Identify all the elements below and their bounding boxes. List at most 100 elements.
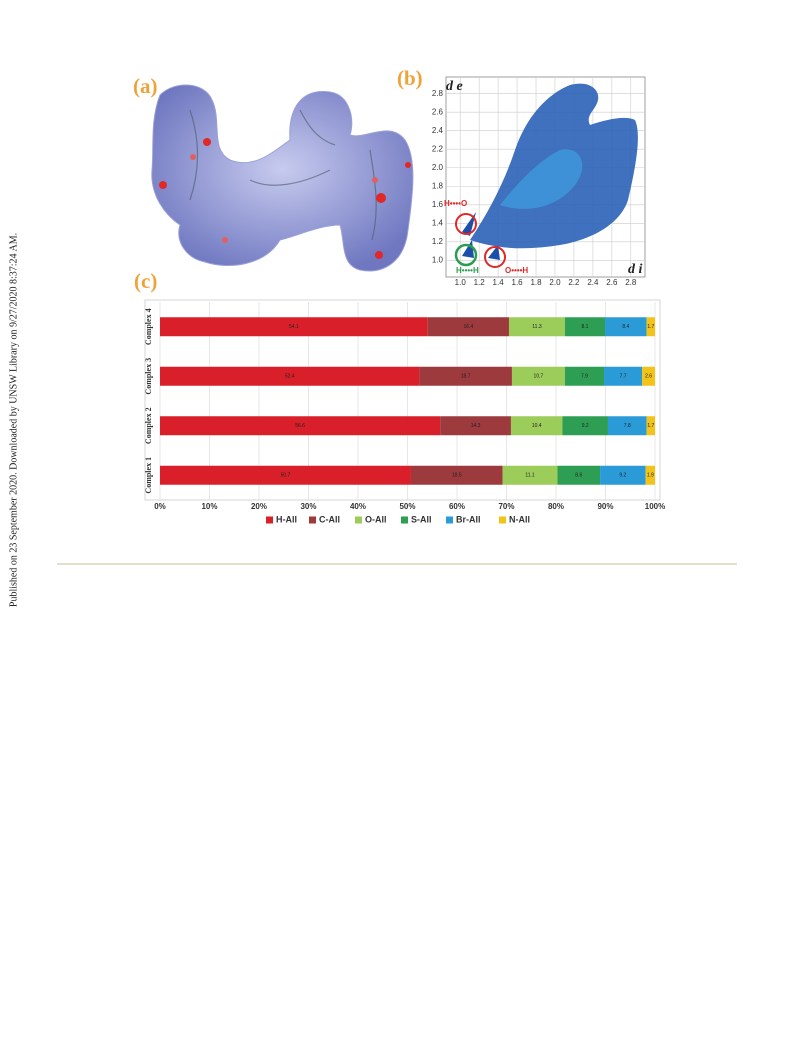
x-tick-label: 80%	[548, 502, 564, 511]
data-label: 10.4	[532, 423, 542, 429]
data-label: 18.7	[461, 374, 471, 380]
x-axis-label: d i	[628, 262, 643, 277]
y-axis-label: d e	[446, 79, 463, 94]
bar-chart: 0% 10% 20% 30% 40% 50% 60% 70% 80% 90% 100% Complex…	[144, 302, 665, 524]
x-tick-label: 1.2	[474, 278, 486, 287]
bar-segment	[645, 465, 655, 485]
bar-segment	[564, 366, 605, 386]
data-label: 50.7	[281, 473, 291, 479]
x-tick-label: 50%	[399, 502, 415, 511]
legend-swatch	[266, 516, 273, 524]
data-label: 8.1	[581, 324, 588, 330]
data-label: 9.2	[582, 423, 589, 429]
bar-segment	[510, 416, 563, 436]
x-tick-label: 70%	[498, 502, 514, 511]
data-label: 10.7	[534, 374, 544, 380]
data-label: 11.1	[525, 473, 535, 479]
bar-segment	[607, 416, 647, 436]
point-cloud	[462, 83, 638, 260]
y-tick-label: 1.6	[432, 200, 444, 209]
data-label: 1.7	[647, 423, 654, 429]
bar-segment	[160, 317, 428, 337]
x-tick-label: 2.6	[606, 278, 618, 287]
data-label: 7.7	[620, 374, 627, 380]
bar-segment	[427, 317, 509, 337]
y-tick-label: 2.8	[432, 89, 444, 98]
data-label: 7.8	[624, 423, 631, 429]
bar-segment	[564, 317, 606, 337]
y-tick-label: 1.2	[432, 237, 444, 246]
side-text: Published on 23 September 2020. Download…	[8, 233, 19, 607]
x-tick-label: 1.6	[512, 278, 524, 287]
x-tick-label: 1.0	[455, 278, 467, 287]
fingerprint-plot: 1.0 1.2 1.4 1.6 1.8 2.0 2.2 2.4 2.6 2.8 1.0 1.2 1.4 1…	[432, 76, 646, 287]
x-tick-label: 2.0	[549, 278, 561, 287]
legend-label: S-All	[411, 514, 432, 524]
legend-label: Br-All	[456, 514, 481, 524]
legend-swatch	[309, 516, 316, 524]
y-tick-label: 1.8	[432, 181, 444, 190]
bar-segment	[605, 317, 647, 337]
y-tick-label: Complex 4	[144, 308, 153, 345]
bar-segment	[160, 366, 420, 386]
bar-segment	[511, 366, 565, 386]
data-label: 52.4	[285, 374, 295, 380]
bar-segment	[600, 465, 646, 485]
x-tick-label: 30%	[300, 502, 316, 511]
bar-segment	[419, 366, 512, 386]
data-label: 8.4	[622, 324, 629, 330]
data-label: 14.3	[471, 423, 481, 429]
y-tick-label: Complex 1	[144, 457, 153, 494]
y-tick-label: 2.0	[432, 163, 444, 172]
legend-swatch	[499, 516, 506, 524]
data-label: 9.2	[619, 473, 626, 479]
y-tick-label: Complex 2	[144, 407, 153, 444]
annotation-circle	[454, 243, 478, 267]
bar-segment	[557, 465, 601, 485]
x-tick-label: 100%	[645, 502, 665, 511]
annotation: H••••O	[444, 199, 467, 208]
annotation: H••••H	[456, 266, 479, 275]
bar-segment	[440, 416, 511, 436]
bar-segment	[410, 465, 503, 485]
annotation-circle	[455, 213, 477, 235]
bar-segment	[562, 416, 608, 436]
legend-label: C-All	[319, 514, 340, 524]
x-tick-label: 1.8	[530, 278, 542, 287]
data-label: 16.4	[464, 324, 474, 330]
legend-swatch	[401, 516, 408, 524]
bar-segment	[642, 366, 655, 386]
x-tick-label: 20%	[251, 502, 267, 511]
data-label: 11.3	[532, 324, 542, 330]
legend-swatch	[355, 516, 362, 524]
data-label: 56.6	[295, 423, 305, 429]
legend-label: H-All	[276, 514, 297, 524]
data-label: 7.9	[581, 374, 588, 380]
x-tick-label: 90%	[597, 502, 613, 511]
data-label: 54.1	[289, 324, 299, 330]
panel-label: (b)	[397, 66, 423, 90]
data-label: 2.6	[645, 374, 652, 380]
x-tick-label: 2.2	[568, 278, 580, 287]
y-tick-label: 2.4	[432, 126, 444, 135]
x-tick-label: 10%	[201, 502, 217, 511]
data-label: 1.7	[647, 324, 654, 330]
surface-image	[151, 84, 414, 272]
panel-label: (a)	[133, 74, 158, 98]
y-tick-label: 1.4	[432, 218, 444, 227]
x-tick-label: 60%	[449, 502, 465, 511]
x-tick-label: 40%	[350, 502, 366, 511]
bar-segment	[502, 465, 558, 485]
bar-segment	[646, 317, 655, 337]
panel-label: (c)	[134, 269, 157, 293]
bar-segment	[604, 366, 643, 386]
data-label: 18.5	[452, 473, 462, 479]
y-tick-label: Complex 3	[144, 358, 153, 395]
x-tick-label: 1.4	[493, 278, 505, 287]
bar-segment	[160, 465, 411, 485]
legend-label: O-All	[365, 514, 387, 524]
bar-segment	[508, 317, 565, 337]
x-tick-label: 0%	[154, 502, 166, 511]
y-tick-label: 1.0	[432, 255, 444, 264]
